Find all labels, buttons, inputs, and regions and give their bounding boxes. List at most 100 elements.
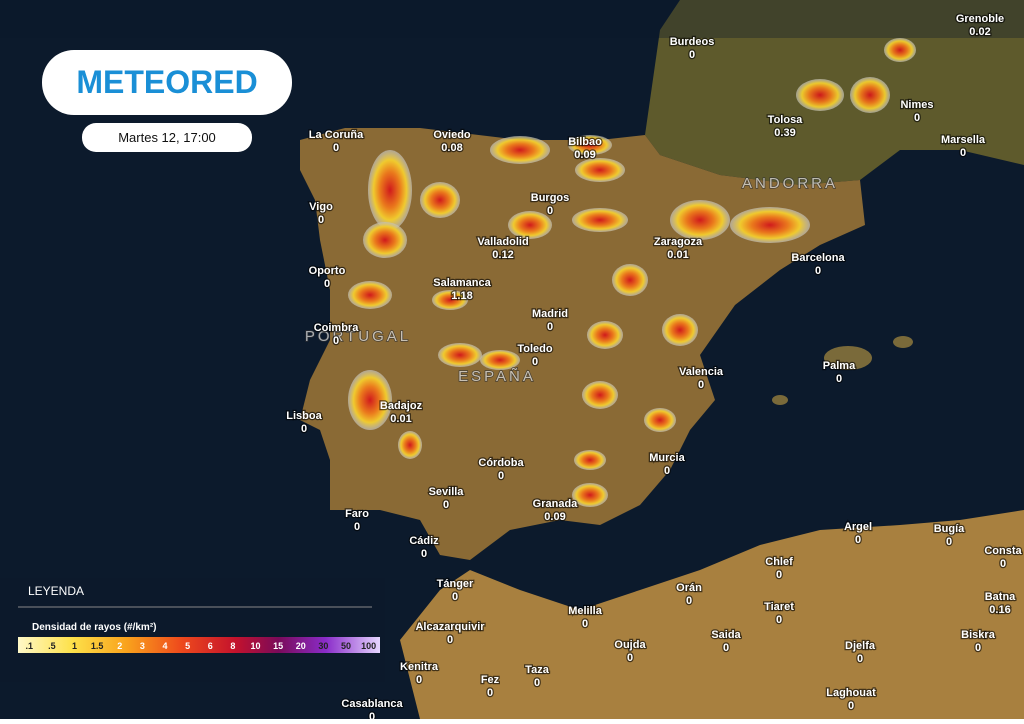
city-value: 0.01 (667, 249, 688, 261)
city-name: Tiaret (764, 601, 794, 613)
legend-label: 5 (185, 641, 190, 651)
city-name: Murcia (649, 452, 685, 464)
city-name: Valencia (679, 366, 724, 378)
legend-label: .1 (26, 641, 34, 651)
legend-label: 4 (163, 641, 168, 651)
city-name: Marsella (941, 134, 986, 146)
city-value: 0 (447, 634, 453, 646)
city-value: 0.12 (492, 249, 513, 261)
legend-label: 1.5 (91, 641, 104, 651)
city-name: Consta (984, 545, 1022, 557)
city-name: Melilla (568, 605, 603, 617)
city-name: Faro (345, 508, 369, 520)
lightning-area (572, 483, 608, 507)
top-band (0, 0, 1024, 38)
legend-label: 6 (208, 641, 213, 651)
lightning-area (575, 158, 625, 182)
city-name: Burdeos (670, 36, 715, 48)
legend-label: 30 (318, 641, 328, 651)
lightning-area (582, 381, 618, 409)
city-value: 0 (664, 465, 670, 477)
lightning-area (612, 264, 648, 296)
island (893, 336, 913, 348)
city-value: 0 (686, 595, 692, 607)
lightning-area (572, 208, 628, 232)
city-name: Córdoba (478, 457, 524, 469)
legend-subtitle: Densidad de rayos (#/km²) (32, 622, 156, 633)
city-name: Kenitra (400, 661, 439, 673)
lightning-area (730, 207, 810, 243)
city-name: Bilbao (568, 136, 602, 148)
lightning-area (644, 408, 676, 432)
city-value: 0.39 (774, 127, 795, 139)
city-name: Taza (525, 664, 550, 676)
city-name: Vigo (309, 201, 333, 213)
legend-label: 1 (72, 641, 77, 651)
city-name: Djelfa (845, 640, 876, 652)
city-value: 0 (547, 321, 553, 333)
legend-panel (0, 578, 385, 682)
city-name: Saida (711, 629, 741, 641)
city-value: 0 (547, 205, 553, 217)
city-name: Valladolid (477, 236, 528, 248)
city-name: Chlef (765, 556, 793, 568)
legend-label: 15 (273, 641, 283, 651)
city-name: Burgos (531, 192, 570, 204)
city-name: Oviedo (433, 129, 471, 141)
city-name: Batna (985, 591, 1016, 603)
city-name: Zaragoza (654, 236, 703, 248)
city-name: Granada (533, 498, 579, 510)
region-label: ANDORRA (742, 175, 838, 192)
datetime: Martes 12, 17:00 (118, 130, 216, 145)
city-name: Madrid (532, 308, 568, 320)
city-value: 0 (1000, 558, 1006, 570)
city-value: 0 (333, 142, 339, 154)
city-value: 0 (416, 674, 422, 686)
city-name: Laghouat (826, 687, 876, 699)
city-name: Casablanca (341, 698, 403, 710)
city-value: 0 (848, 700, 854, 712)
city-name: Lisboa (286, 410, 322, 422)
city-value: 0.09 (574, 149, 595, 161)
city-value: 0.01 (390, 413, 411, 425)
lightning-area (363, 222, 407, 258)
city-value: 0 (498, 470, 504, 482)
city-name: Nimes (900, 99, 933, 111)
city-value: 0.09 (544, 511, 565, 523)
lightning-area (850, 77, 890, 113)
lightning-area (348, 281, 392, 309)
city-value: 0 (975, 642, 981, 654)
city-name: Cádiz (409, 535, 439, 547)
city-value: 0 (627, 652, 633, 664)
city-name: Biskra (961, 629, 996, 641)
lightning-area (574, 450, 606, 470)
city-value: 0 (301, 423, 307, 435)
city-value: 0 (324, 278, 330, 290)
city-value: 0 (946, 536, 952, 548)
legend-label: 3 (140, 641, 145, 651)
city-value: 0 (452, 591, 458, 603)
lightning-area (587, 321, 623, 349)
legend-bar (18, 637, 380, 653)
logo-box (42, 50, 292, 115)
city-value: 0 (960, 147, 966, 159)
region-label: ESPAÑA (458, 368, 536, 385)
city-value: 0 (855, 534, 861, 546)
city-value: 0 (354, 521, 360, 533)
city-name: Grenoble (956, 13, 1004, 25)
city-value: 0 (836, 373, 842, 385)
lightning-area (662, 314, 698, 346)
city-value: 1.18 (451, 290, 472, 302)
legend-label: 100 (361, 641, 376, 651)
legend-label: .5 (48, 641, 56, 651)
city-value: 0 (776, 614, 782, 626)
lightning-area (368, 150, 412, 230)
lightning-area (884, 38, 916, 62)
city-value: 0 (776, 569, 782, 581)
city-name: Badajoz (380, 400, 423, 412)
city-name: Tánger (437, 578, 474, 590)
city-name: Sevilla (429, 486, 465, 498)
island (824, 346, 872, 370)
city-value: 0 (534, 677, 540, 689)
